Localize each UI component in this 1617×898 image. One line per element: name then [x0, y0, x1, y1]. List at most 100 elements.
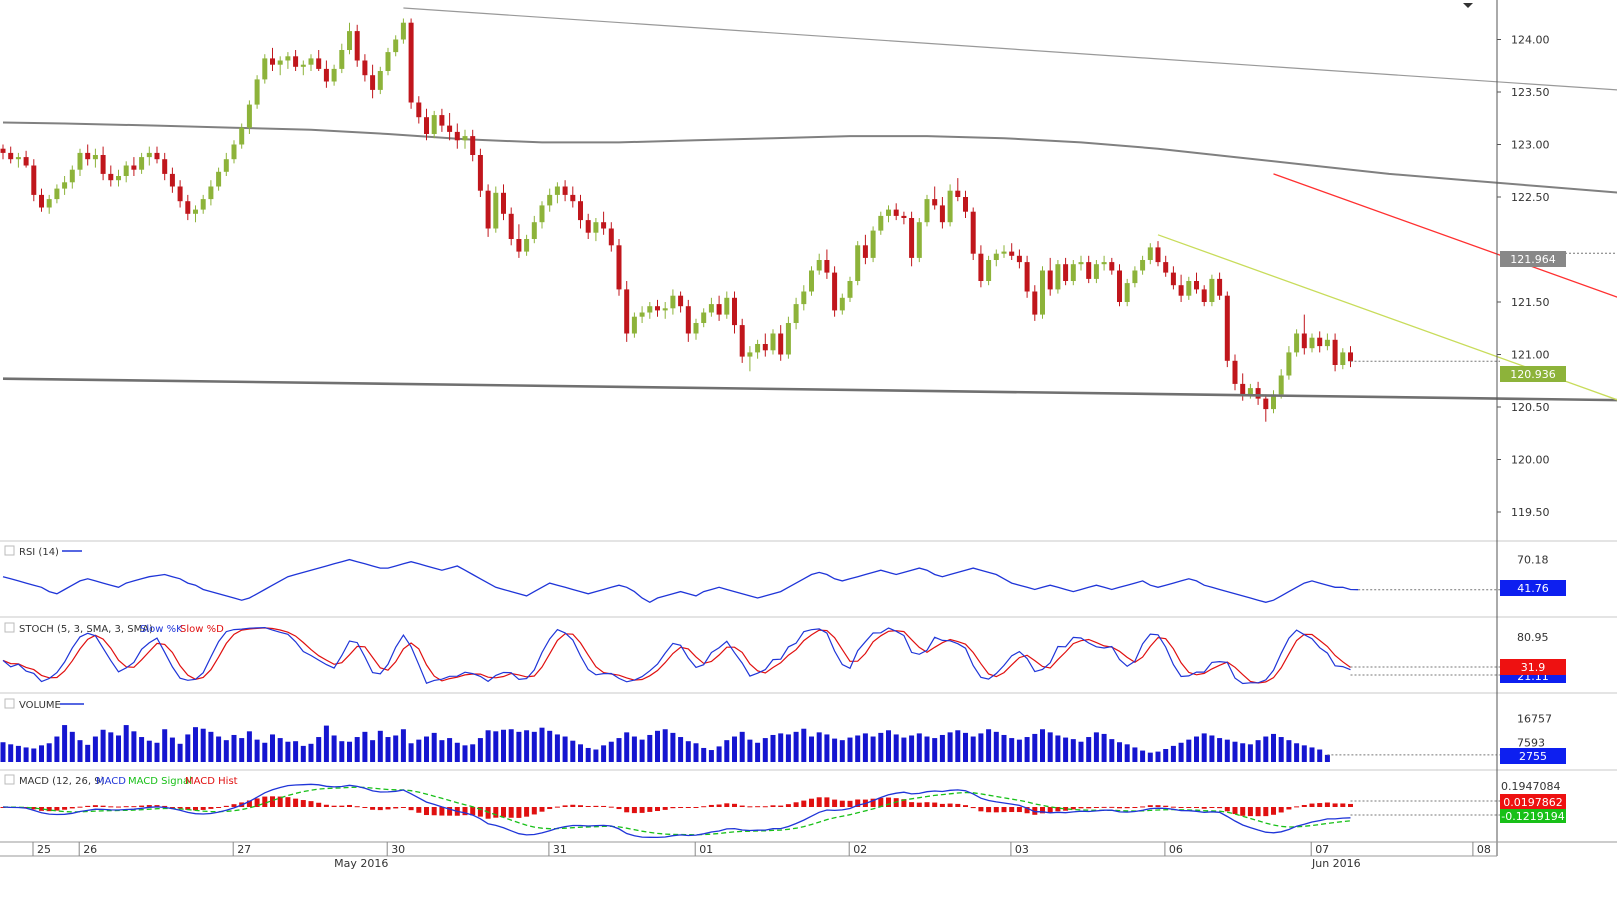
- macd-hist-bar[interactable]: [432, 807, 437, 815]
- volume-bar[interactable]: [547, 731, 552, 762]
- macd-hist-bar[interactable]: [278, 797, 283, 807]
- macd-hist-bar[interactable]: [778, 806, 783, 807]
- macd-hist-bar[interactable]: [747, 806, 752, 807]
- macd-hist-bar[interactable]: [1194, 807, 1199, 808]
- candle[interactable]: [24, 157, 29, 165]
- macd-hist-bar[interactable]: [932, 803, 937, 807]
- candle[interactable]: [355, 31, 360, 60]
- macd-hist-bar[interactable]: [809, 799, 814, 807]
- candle[interactable]: [955, 191, 960, 197]
- candle[interactable]: [131, 166, 136, 170]
- macd-hist-bar[interactable]: [563, 805, 568, 807]
- volume-bar[interactable]: [339, 741, 344, 762]
- candle[interactable]: [1202, 289, 1207, 302]
- macd-hist-bar[interactable]: [1094, 807, 1099, 808]
- candle[interactable]: [1025, 262, 1030, 291]
- volume-bar[interactable]: [1310, 747, 1315, 762]
- candle[interactable]: [1071, 264, 1076, 281]
- volume-bar[interactable]: [1186, 740, 1191, 762]
- macd-hist-bar[interactable]: [301, 800, 306, 807]
- candle[interactable]: [971, 212, 976, 254]
- macd-hist-bar[interactable]: [1248, 807, 1253, 816]
- volume-bar[interactable]: [309, 744, 314, 762]
- candle[interactable]: [31, 166, 36, 195]
- macd-hist-bar[interactable]: [1340, 803, 1345, 807]
- candle[interactable]: [301, 65, 306, 67]
- candle[interactable]: [1248, 388, 1253, 394]
- volume-bar[interactable]: [1009, 738, 1014, 762]
- macd-hist-bar[interactable]: [386, 807, 391, 809]
- candle[interactable]: [1109, 262, 1114, 270]
- candle[interactable]: [1032, 292, 1037, 315]
- volume-bar[interactable]: [1209, 735, 1214, 762]
- macd-hist-bar[interactable]: [647, 807, 652, 812]
- candle[interactable]: [416, 103, 421, 118]
- candle[interactable]: [170, 174, 175, 187]
- macd-hist-bar[interactable]: [524, 807, 529, 817]
- macd-hist-bar[interactable]: [1132, 807, 1137, 808]
- candle[interactable]: [232, 145, 237, 160]
- candle[interactable]: [447, 126, 452, 132]
- volume-bar[interactable]: [155, 743, 160, 762]
- candle[interactable]: [1279, 376, 1284, 395]
- candle[interactable]: [316, 58, 321, 69]
- candle[interactable]: [501, 193, 506, 214]
- candle[interactable]: [1348, 352, 1353, 361]
- volume-bar[interactable]: [332, 735, 337, 762]
- volume-bar[interactable]: [54, 737, 59, 762]
- candle[interactable]: [540, 205, 545, 222]
- candle[interactable]: [101, 155, 106, 174]
- volume-bar[interactable]: [232, 735, 237, 762]
- macd-hist-bar[interactable]: [293, 799, 298, 807]
- macd-hist-bar[interactable]: [378, 807, 383, 810]
- macd-hist-bar[interactable]: [909, 802, 914, 807]
- macd-hist-bar[interactable]: [116, 807, 121, 808]
- volume-bar[interactable]: [1179, 743, 1184, 762]
- macd-hist-bar[interactable]: [570, 805, 575, 807]
- candle[interactable]: [386, 52, 391, 71]
- volume-bar[interactable]: [447, 738, 452, 762]
- candle[interactable]: [1055, 264, 1060, 289]
- candle[interactable]: [1125, 283, 1130, 302]
- volume-bar[interactable]: [901, 738, 906, 762]
- volume-bar[interactable]: [355, 737, 360, 762]
- volume-bar[interactable]: [1148, 753, 1153, 762]
- volume-bar[interactable]: [208, 732, 213, 762]
- macd-hist-bar[interactable]: [832, 800, 837, 807]
- candle[interactable]: [986, 260, 991, 281]
- candle[interactable]: [285, 56, 290, 60]
- volume-bar[interactable]: [624, 732, 629, 762]
- volume-bar[interactable]: [501, 730, 506, 762]
- candle[interactable]: [1, 149, 6, 153]
- candle[interactable]: [124, 166, 129, 177]
- macd-hist-bar[interactable]: [817, 797, 822, 807]
- volume-bar[interactable]: [1102, 734, 1107, 762]
- candle[interactable]: [601, 222, 606, 228]
- volume-bar[interactable]: [1094, 732, 1099, 762]
- volume-bar[interactable]: [378, 731, 383, 762]
- macd-hist-bar[interactable]: [101, 806, 106, 807]
- volume-bar[interactable]: [432, 733, 437, 762]
- volume-bar[interactable]: [1325, 755, 1330, 762]
- macd-hist-bar[interactable]: [393, 807, 398, 808]
- candle[interactable]: [116, 176, 121, 180]
- candle[interactable]: [324, 69, 329, 82]
- macd-hist-bar[interactable]: [208, 807, 213, 809]
- volume-bar[interactable]: [486, 730, 491, 762]
- volume-bar[interactable]: [1079, 742, 1084, 762]
- volume-bar[interactable]: [686, 741, 691, 762]
- macd-hist-bar[interactable]: [309, 801, 314, 807]
- macd-hist-bar[interactable]: [786, 804, 791, 807]
- macd-hist-bar[interactable]: [755, 806, 760, 807]
- candle[interactable]: [1286, 352, 1291, 375]
- macd-hist-bar[interactable]: [486, 807, 491, 819]
- macd-hist-bar[interactable]: [1125, 807, 1130, 808]
- macd-hist-bar[interactable]: [655, 807, 660, 811]
- volume-bar[interactable]: [640, 740, 645, 762]
- macd-hist-bar[interactable]: [316, 803, 321, 807]
- candle[interactable]: [62, 182, 67, 188]
- volume-bar[interactable]: [570, 741, 575, 762]
- macd-hist-bar[interactable]: [362, 807, 367, 808]
- macd-hist-bar[interactable]: [971, 807, 976, 808]
- candle[interactable]: [362, 61, 367, 76]
